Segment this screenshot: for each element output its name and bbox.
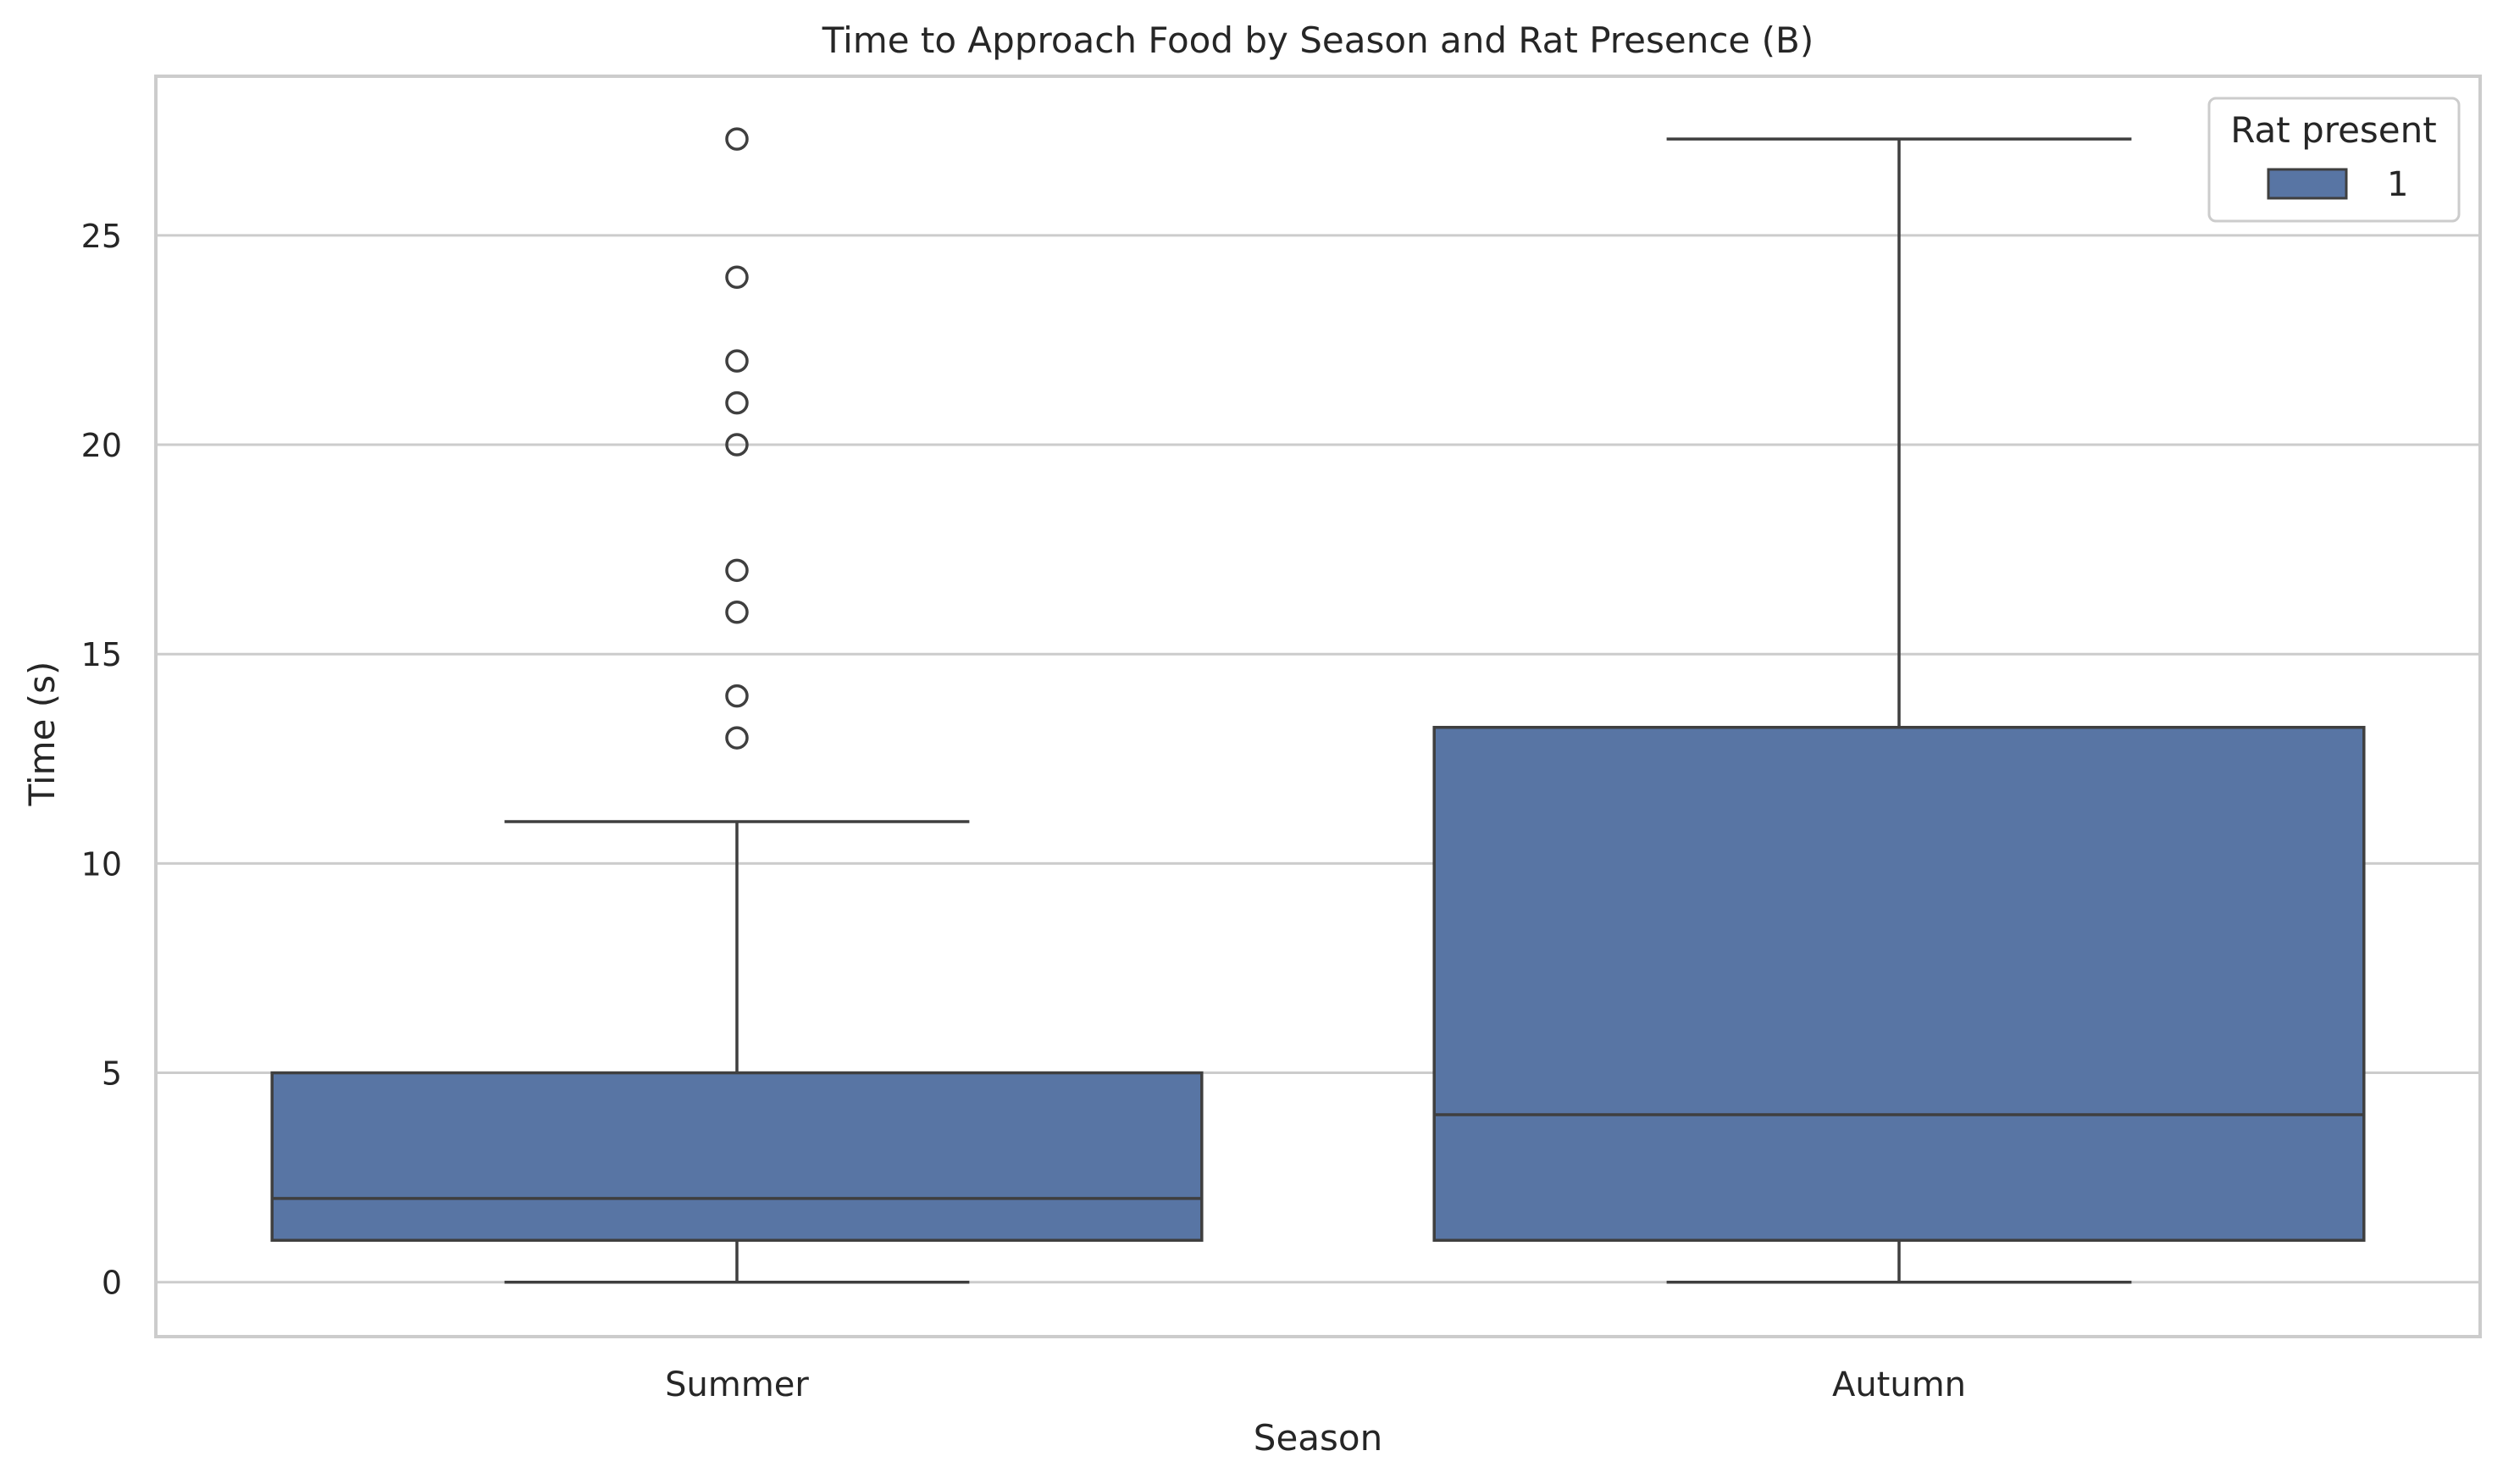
outlier-summer-3 (725, 558, 749, 583)
x-tick-label-summer: Summer (665, 1365, 809, 1404)
plot-frame (154, 75, 2482, 1338)
legend-entry-label: 1 (2387, 165, 2408, 204)
x-tick-label-autumn: Autumn (1832, 1365, 1966, 1404)
legend-swatch (2267, 168, 2348, 200)
box-series (270, 127, 2366, 1284)
y-tick-labels: 0 5 10 15 20 25 (81, 218, 122, 1302)
outlier-summer-5 (725, 390, 749, 415)
legend: Rat present 1 (2207, 97, 2461, 223)
outlier-summer-2 (725, 601, 749, 624)
box-summer (270, 1071, 1204, 1243)
y-tick-label-15: 15 (81, 636, 122, 673)
x-axis-label: Season (1254, 1417, 1382, 1459)
y-tick-label-10: 10 (81, 845, 122, 883)
outlier-summer-0 (725, 726, 749, 750)
x-tick-labels: Summer Autumn (665, 1365, 1966, 1404)
chart-title: Time to Approach Food by Season and Rat … (822, 19, 1814, 61)
outlier-summer-8 (725, 127, 749, 151)
outlier-summer-4 (725, 433, 749, 457)
y-tick-label-0: 0 (102, 1265, 122, 1302)
y-tick-label-20: 20 (81, 427, 122, 464)
y-tick-label-25: 25 (81, 218, 122, 255)
outlier-summer-6 (725, 349, 749, 373)
outlier-summer-1 (725, 684, 749, 708)
y-tick-label-5: 5 (102, 1055, 122, 1093)
legend-title: Rat present (2230, 109, 2436, 151)
outlier-summer-7 (725, 265, 749, 290)
y-axis-label: Time (s) (21, 662, 63, 807)
box-autumn (1432, 725, 2366, 1243)
